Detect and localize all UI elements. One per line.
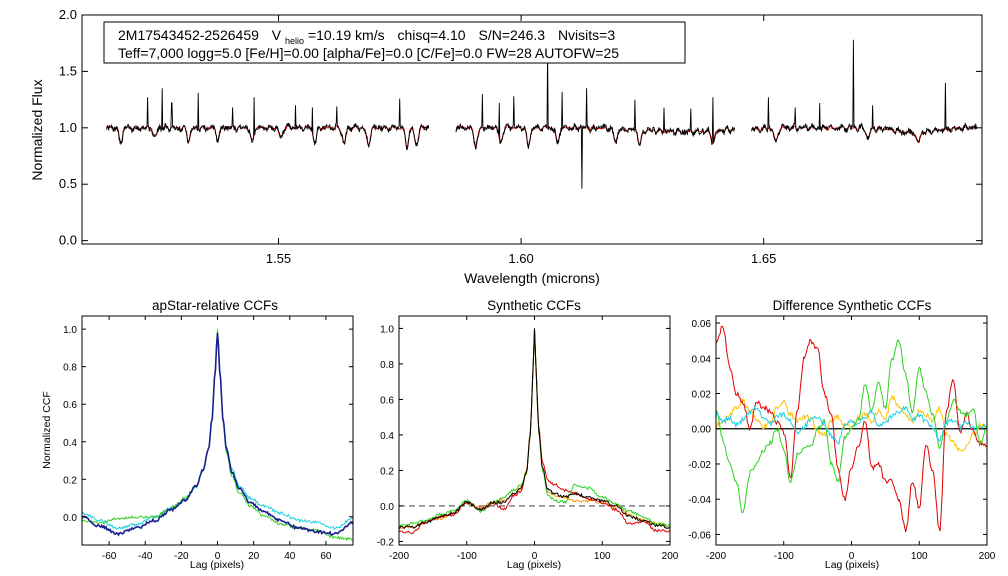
ccf-apstar-panel: apStar-relative CCFs -60 -40 -20 0 20 40 60 0.…	[41, 298, 354, 571]
annotation-star-id: 2M17543452-2526459	[118, 27, 259, 43]
annotation-chisq: chisq=4.10	[397, 27, 465, 43]
x-tick-label: 40	[284, 551, 296, 562]
ccf-apstar-y-axis: 0.0 0.2 0.4 0.6 0.8 1.0	[63, 325, 353, 524]
spectrum-x-axis: 1.55 1.60 1.65	[266, 15, 776, 266]
y-tick-label: 0.04	[692, 354, 712, 365]
x-tick-label: -20	[174, 551, 189, 562]
spectrum-panel: 1.55 1.60 1.65 0.0 0.5 1.0 1.5 2.0 Wavelength …	[29, 7, 983, 286]
x-tick-label: 1.65	[751, 251, 776, 266]
y-tick-label: -0.2	[377, 537, 395, 548]
ccf-synthetic-x-label: Lag (pixels)	[507, 559, 561, 571]
y-tick-label: -0.02	[688, 460, 711, 471]
ccf-synthetic-x-axis: -200 -100 0 100 200	[389, 316, 679, 562]
y-tick-label: 1.5	[59, 63, 77, 78]
y-tick-label: 0.6	[380, 395, 394, 406]
y-tick-label: -0.06	[688, 530, 711, 541]
y-tick-label: 0.8	[63, 363, 77, 374]
x-tick-label: 0	[215, 551, 221, 562]
ccf-series-line	[398, 328, 671, 530]
spectrum-y-label: Normalized Flux	[29, 79, 45, 180]
ccf-series-line	[715, 325, 988, 533]
y-tick-label: 0.02	[692, 390, 712, 401]
ccf-series-line	[81, 329, 354, 542]
ccf-apstar-frame	[81, 315, 354, 546]
x-tick-label: 20	[248, 551, 260, 562]
y-tick-label: 0.00	[692, 425, 712, 436]
annotation-snr: S/N=246.3	[478, 27, 545, 43]
ccf-series-line	[398, 330, 671, 530]
y-tick-label: 0.8	[380, 360, 394, 371]
y-tick-label: 0.4	[380, 431, 394, 442]
ccf-series-line	[715, 339, 988, 514]
ccf-apstar-y-label: Normalized CCF	[41, 391, 53, 469]
annotation-v-symbol: V	[272, 27, 282, 43]
x-tick-label: -40	[138, 551, 153, 562]
ccf-series-line	[81, 332, 354, 537]
ccf-apstar-lines	[81, 329, 354, 542]
x-tick-label: 0	[532, 551, 538, 562]
y-tick-label: 0.4	[63, 438, 77, 449]
x-tick-label: -200	[389, 551, 409, 562]
spectrum-annotation-box: 2M17543452-2526459 V helio =10.19 km/s c…	[103, 21, 686, 64]
ccf-apstar-x-axis: -60 -40 -20 0 20 40 60	[102, 316, 332, 562]
x-tick-label: 1.55	[266, 251, 291, 266]
x-tick-label: -100	[457, 551, 477, 562]
ccf-series-line	[81, 330, 354, 530]
y-tick-label: 1.0	[63, 325, 77, 336]
annotation-line-1: 2M17543452-2526459 V helio =10.19 km/s c…	[118, 27, 615, 47]
ccf-difference-title: Difference Synthetic CCFs	[773, 298, 932, 313]
ccf-synthetic-y-axis: -0.2 0.0 0.2 0.4 0.6 0.8 1.0	[377, 324, 670, 548]
x-tick-label: 200	[979, 551, 996, 562]
ccf-difference-x-label: Lag (pixels)	[825, 559, 879, 571]
y-tick-label: 2.0	[59, 7, 77, 22]
y-tick-label: 0.0	[63, 513, 77, 524]
x-tick-label: -60	[102, 551, 117, 562]
spectrum-plot-frame	[81, 14, 983, 245]
x-tick-label: -100	[774, 551, 794, 562]
annotation-line-2: Teff=7,000 logg=5.0 [Fe/H]=0.00 [alpha/F…	[118, 45, 619, 61]
x-tick-label: 100	[911, 551, 928, 562]
spectrum-observed-line	[105, 39, 978, 189]
ccf-difference-lines	[715, 325, 988, 533]
x-tick-label: 1.60	[508, 251, 533, 266]
ccf-synthetic-title: Synthetic CCFs	[487, 298, 581, 313]
x-tick-label: -200	[706, 551, 726, 562]
ccf-synthetic-lines	[398, 328, 671, 534]
y-tick-label: 0.2	[63, 475, 77, 486]
y-tick-label: 0.5	[59, 176, 77, 191]
ccf-series-line	[398, 330, 671, 528]
y-tick-label: 0.06	[692, 319, 712, 330]
ccf-difference-x-axis: -200 -100 0 100 200	[706, 316, 996, 562]
spectrum-x-label: Wavelength (microns)	[464, 270, 600, 286]
x-tick-label: 0	[849, 551, 855, 562]
y-tick-label: 1.0	[59, 120, 77, 135]
ccf-apstar-x-label: Lag (pixels)	[190, 559, 244, 571]
x-tick-label: 100	[594, 551, 611, 562]
annotation-v-subscript: helio	[285, 36, 304, 46]
ccf-series-line	[715, 405, 988, 445]
ccf-difference-y-axis: -0.06 -0.04 -0.02 0.00 0.02 0.04 0.06	[688, 319, 987, 541]
y-tick-label: -0.04	[688, 495, 711, 506]
y-tick-label: 0.6	[63, 400, 77, 411]
y-tick-label: 0.2	[380, 466, 394, 477]
annotation-frame	[103, 21, 686, 64]
ccf-difference-panel: Difference Synthetic CCFs -200 -100 0 100 20…	[688, 298, 996, 571]
ccf-difference-frame	[715, 315, 988, 546]
ccf-synthetic-panel: Synthetic CCFs -200 -100 0 100 200 -0.2 0.0 0.…	[377, 298, 679, 571]
x-tick-label: 200	[662, 551, 679, 562]
ccf-series-line	[398, 328, 671, 534]
y-tick-label: 1.0	[380, 324, 394, 335]
x-tick-label: 60	[320, 551, 332, 562]
ccf-apstar-title: apStar-relative CCFs	[152, 298, 278, 313]
annotation-v-value: =10.19 km/s	[308, 27, 385, 43]
y-tick-label: 0.0	[380, 502, 394, 513]
spectrum-y-axis: 0.0 0.5 1.0 1.5 2.0	[59, 7, 982, 248]
annotation-nvisits: Nvisits=3	[558, 27, 615, 43]
y-tick-label: 0.0	[59, 233, 77, 248]
